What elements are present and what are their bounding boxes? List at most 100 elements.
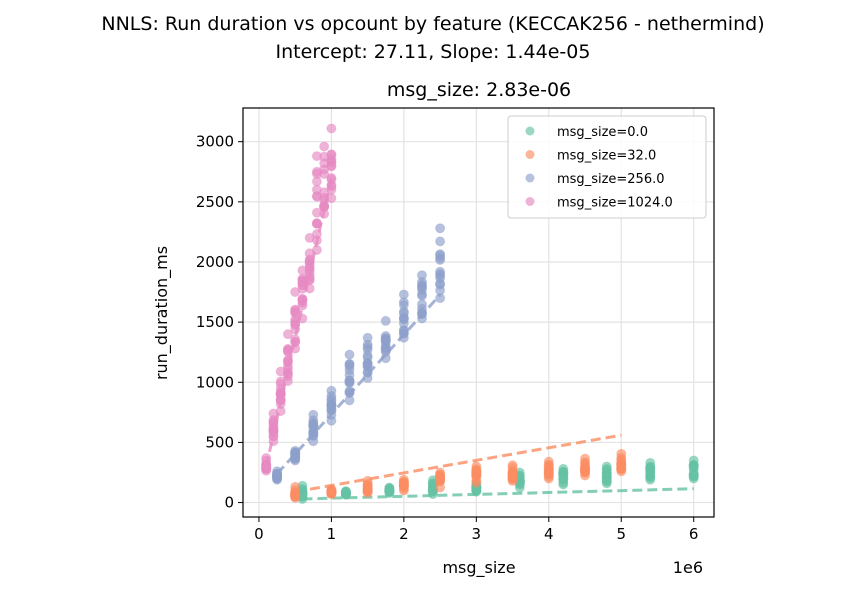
data-point	[326, 385, 337, 396]
data-point	[416, 307, 427, 318]
y-tick-label: 1500	[196, 313, 234, 331]
data-point	[290, 445, 301, 456]
data-point	[308, 409, 319, 420]
data-point	[268, 418, 279, 429]
data-point	[344, 387, 355, 398]
x-tick-label: 6	[689, 525, 699, 543]
data-point	[435, 269, 446, 280]
data-point	[326, 172, 337, 183]
data-point	[311, 228, 322, 239]
data-point	[311, 176, 322, 187]
data-point	[290, 319, 301, 330]
x-tick-label: 1	[327, 525, 337, 543]
data-point	[543, 466, 554, 477]
data-point	[398, 474, 409, 485]
data-point	[326, 400, 337, 411]
data-point	[601, 475, 612, 486]
data-point	[507, 474, 518, 485]
data-point	[380, 346, 391, 357]
data-point	[297, 294, 308, 305]
data-point	[290, 305, 301, 316]
data-point	[398, 289, 409, 300]
plot-frame	[242, 107, 715, 518]
fit-line	[294, 433, 622, 494]
data-point	[311, 244, 322, 255]
data-point	[601, 461, 612, 472]
data-point	[616, 464, 627, 475]
data-point	[282, 371, 293, 382]
data-point	[435, 223, 446, 234]
data-point	[435, 249, 446, 260]
data-point	[282, 355, 293, 366]
data-point	[344, 375, 355, 386]
data-point	[558, 463, 569, 474]
data-point	[272, 466, 283, 477]
data-point	[326, 484, 337, 495]
data-point	[471, 461, 482, 472]
legend-marker	[525, 197, 535, 206]
data-point	[362, 475, 373, 486]
x-tick-label: 3	[472, 525, 482, 543]
legend-marker	[525, 173, 535, 183]
data-point	[326, 193, 337, 204]
data-point	[319, 169, 330, 180]
data-point	[616, 448, 627, 459]
data-point	[326, 123, 337, 134]
x-axis-label: msg_size	[442, 558, 515, 578]
data-point	[319, 200, 330, 211]
data-point	[688, 469, 699, 480]
data-point	[290, 491, 301, 502]
data-point	[558, 473, 569, 484]
fit-line	[302, 487, 694, 501]
legend-entry: msg_size=32.0	[557, 149, 656, 164]
data-point	[435, 467, 446, 478]
x-offset-label: 1e6	[673, 558, 703, 577]
data-point	[435, 236, 446, 247]
data-point	[362, 352, 373, 363]
legend-box	[507, 115, 707, 219]
legend-marker	[525, 126, 535, 136]
data-point	[308, 419, 319, 430]
axes-title: msg_size: 2.83e-06	[387, 79, 571, 101]
data-point	[688, 455, 699, 466]
data-point	[416, 289, 427, 300]
suptitle-line2: Intercept: 27.11, Slope: 1.44e-05	[276, 41, 591, 63]
data-point	[435, 279, 446, 290]
legend-entry: msg_size=256.0	[557, 172, 665, 187]
data-point	[416, 270, 427, 281]
data-point	[308, 430, 319, 441]
points	[261, 123, 699, 504]
ticks: 0 1 2 3 4 5 6 0 500 1000 1500 2000 2500 3000	[196, 133, 699, 543]
legend: msg_size=0.0 msg_size=32.0 msg_size=256.0m…	[507, 115, 707, 219]
data-point	[398, 300, 409, 311]
data-point	[326, 184, 337, 195]
y-tick-label: 1000	[196, 373, 234, 391]
data-point	[297, 313, 308, 324]
data-point	[326, 149, 337, 160]
fit-line	[275, 293, 442, 475]
data-point	[416, 279, 427, 290]
data-point	[304, 283, 315, 294]
data-point	[311, 218, 322, 229]
data-point	[282, 329, 293, 340]
data-point	[384, 482, 395, 493]
legend-entry: msg_size=1024.0	[557, 196, 673, 211]
data-point	[362, 332, 373, 343]
data-point	[543, 456, 554, 467]
data-point	[275, 395, 286, 406]
legend-entry: msg_size=0.0	[557, 125, 648, 140]
y-tick-label: 3000	[196, 133, 234, 151]
data-point	[304, 269, 315, 280]
x-tick-label: 2	[399, 525, 409, 543]
data-point	[380, 315, 391, 326]
y-tick-label: 0	[224, 494, 234, 512]
data-point	[580, 453, 591, 464]
data-point	[290, 481, 301, 492]
data-point	[362, 367, 373, 378]
data-point	[380, 335, 391, 346]
data-point	[344, 349, 355, 360]
data-point	[507, 460, 518, 471]
data-point	[514, 479, 525, 490]
data-point	[340, 486, 351, 497]
